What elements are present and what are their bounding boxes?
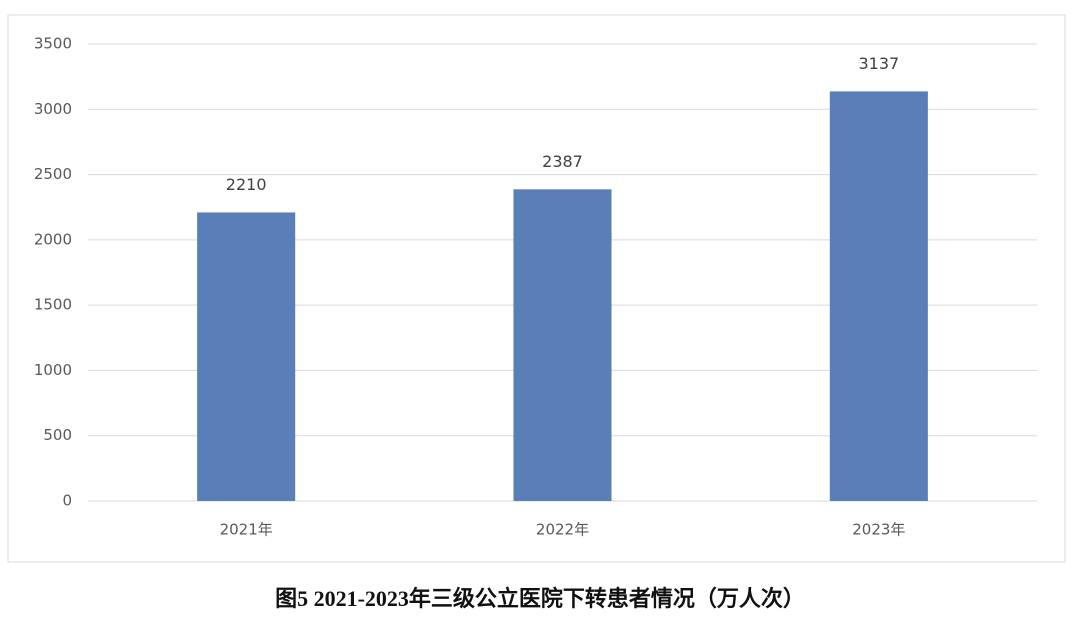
bar bbox=[513, 189, 612, 502]
y-tick-label: 0 bbox=[62, 492, 72, 510]
x-tick-label: 2021年 bbox=[220, 521, 273, 539]
value-label: 3137 bbox=[858, 54, 899, 73]
y-tick-label: 2000 bbox=[34, 230, 72, 248]
y-tick-label: 3000 bbox=[34, 100, 72, 118]
y-tick-label: 1000 bbox=[34, 361, 72, 379]
y-tick-label: 1500 bbox=[34, 296, 72, 314]
x-tick-label: 2023年 bbox=[852, 521, 905, 539]
bar bbox=[829, 91, 928, 501]
value-label: 2210 bbox=[226, 175, 267, 194]
y-tick-label: 3500 bbox=[34, 35, 72, 53]
y-tick-label: 2500 bbox=[34, 165, 72, 183]
chart-title: 图5 2021-2023年三级公立医院下转患者情况（万人次） bbox=[275, 586, 805, 611]
x-tick-label: 2022年 bbox=[536, 521, 589, 539]
value-label: 2387 bbox=[542, 152, 583, 171]
bar bbox=[197, 212, 296, 502]
y-tick-label: 500 bbox=[43, 426, 72, 444]
